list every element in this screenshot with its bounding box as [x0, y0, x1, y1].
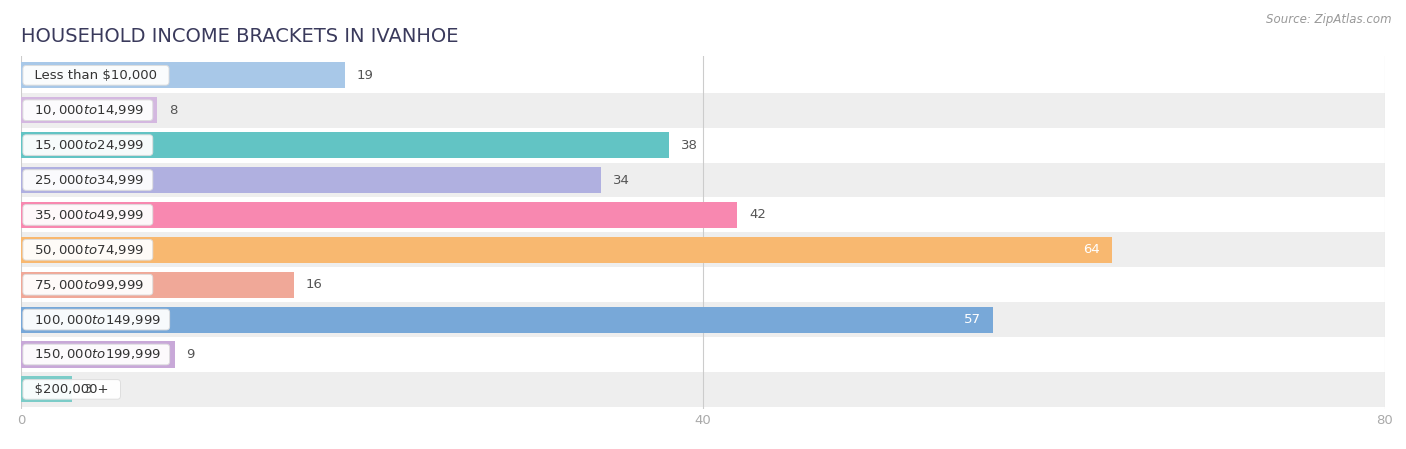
Text: 16: 16: [305, 278, 322, 291]
Text: Source: ZipAtlas.com: Source: ZipAtlas.com: [1267, 13, 1392, 26]
Text: $200,000+: $200,000+: [27, 383, 117, 396]
Text: $75,000 to $99,999: $75,000 to $99,999: [27, 277, 149, 292]
Text: $15,000 to $24,999: $15,000 to $24,999: [27, 138, 149, 152]
Text: $10,000 to $14,999: $10,000 to $14,999: [27, 103, 149, 117]
Text: 38: 38: [681, 139, 697, 152]
Text: $25,000 to $34,999: $25,000 to $34,999: [27, 173, 149, 187]
Text: 9: 9: [187, 348, 195, 361]
Text: 42: 42: [749, 208, 766, 221]
Bar: [21, 97, 157, 123]
Text: 3: 3: [84, 383, 93, 396]
Bar: [21, 62, 344, 88]
Bar: [21, 337, 1385, 372]
Bar: [21, 128, 1385, 163]
Text: 64: 64: [1084, 243, 1101, 256]
Text: 57: 57: [965, 313, 981, 326]
Bar: [21, 167, 600, 193]
Bar: [21, 341, 174, 368]
Bar: [21, 198, 1385, 233]
Bar: [21, 202, 737, 228]
Bar: [21, 93, 1385, 128]
Text: 34: 34: [613, 173, 630, 186]
Bar: [21, 272, 294, 298]
Bar: [21, 372, 1385, 407]
Bar: [21, 163, 1385, 198]
Text: Less than $10,000: Less than $10,000: [27, 69, 166, 82]
Text: 19: 19: [357, 69, 374, 82]
Bar: [21, 132, 669, 158]
Bar: [21, 376, 72, 402]
Bar: [21, 233, 1385, 267]
Text: $100,000 to $149,999: $100,000 to $149,999: [27, 313, 166, 326]
Bar: [21, 307, 993, 333]
Bar: [21, 302, 1385, 337]
Text: $150,000 to $199,999: $150,000 to $199,999: [27, 348, 166, 361]
Text: $35,000 to $49,999: $35,000 to $49,999: [27, 208, 149, 222]
Bar: [21, 58, 1385, 93]
Text: 8: 8: [169, 104, 177, 117]
Text: HOUSEHOLD INCOME BRACKETS IN IVANHOE: HOUSEHOLD INCOME BRACKETS IN IVANHOE: [21, 27, 458, 46]
Bar: [21, 267, 1385, 302]
Text: $50,000 to $74,999: $50,000 to $74,999: [27, 243, 149, 257]
Bar: [21, 237, 1112, 263]
